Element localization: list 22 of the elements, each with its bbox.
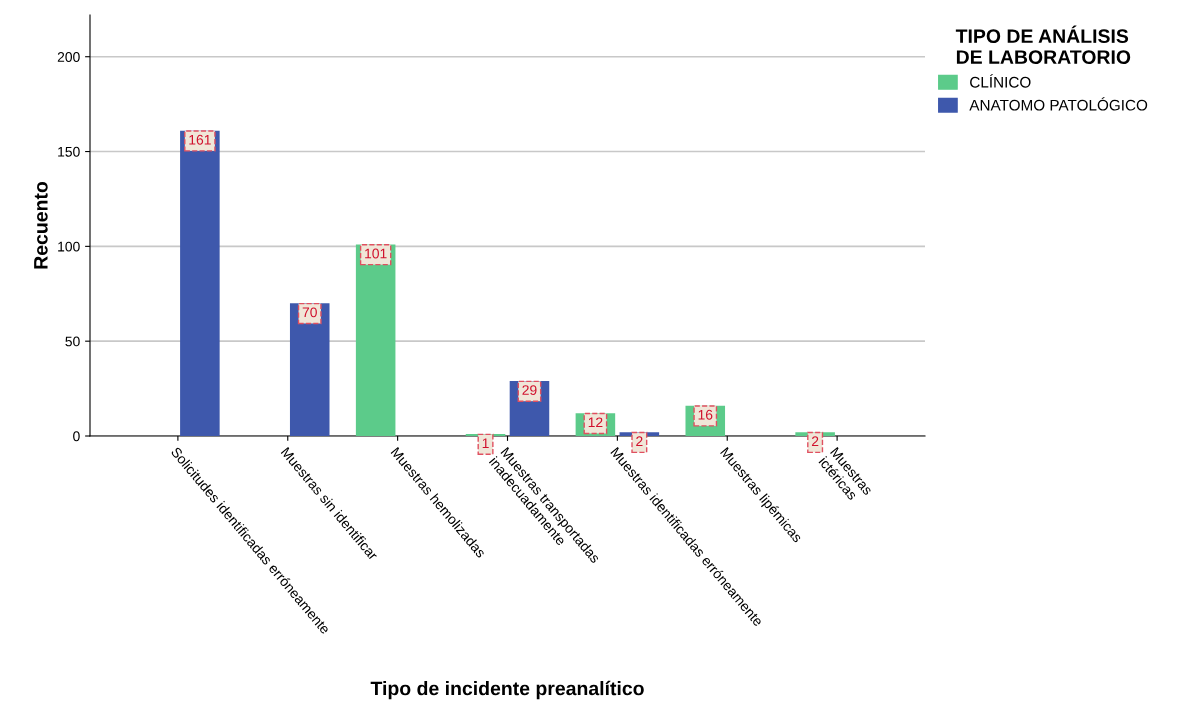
bar xyxy=(289,303,330,436)
data-label: 70 xyxy=(302,307,317,318)
bar xyxy=(355,244,396,436)
y-tick-label: 0 xyxy=(73,431,80,442)
y-axis-title: Recuento xyxy=(34,181,48,269)
legend-label: ANATOMO PATOLÓGICO xyxy=(969,97,1148,111)
data-label: 2 xyxy=(636,436,643,447)
data-label: 2 xyxy=(811,436,819,447)
legend-title: TIPO DE ANÁLISIS DE LABORATORIO xyxy=(955,25,1131,64)
data-label: 16 xyxy=(698,409,713,420)
legend-label: CLÍNICO xyxy=(970,74,1031,88)
y-tick-label: 150 xyxy=(58,146,80,157)
bar xyxy=(180,130,220,436)
y-tick-label: 100 xyxy=(58,241,80,252)
data-label: 161 xyxy=(189,134,211,145)
x-axis-title: Tipo de incidente preanalítico xyxy=(370,680,644,700)
data-label: 1 xyxy=(482,438,489,448)
y-tick-label: 200 xyxy=(57,52,80,62)
y-tick-label: 50 xyxy=(65,336,80,347)
data-label: 101 xyxy=(365,248,387,259)
data-label: 29 xyxy=(522,385,537,395)
data-label: 12 xyxy=(588,417,603,428)
